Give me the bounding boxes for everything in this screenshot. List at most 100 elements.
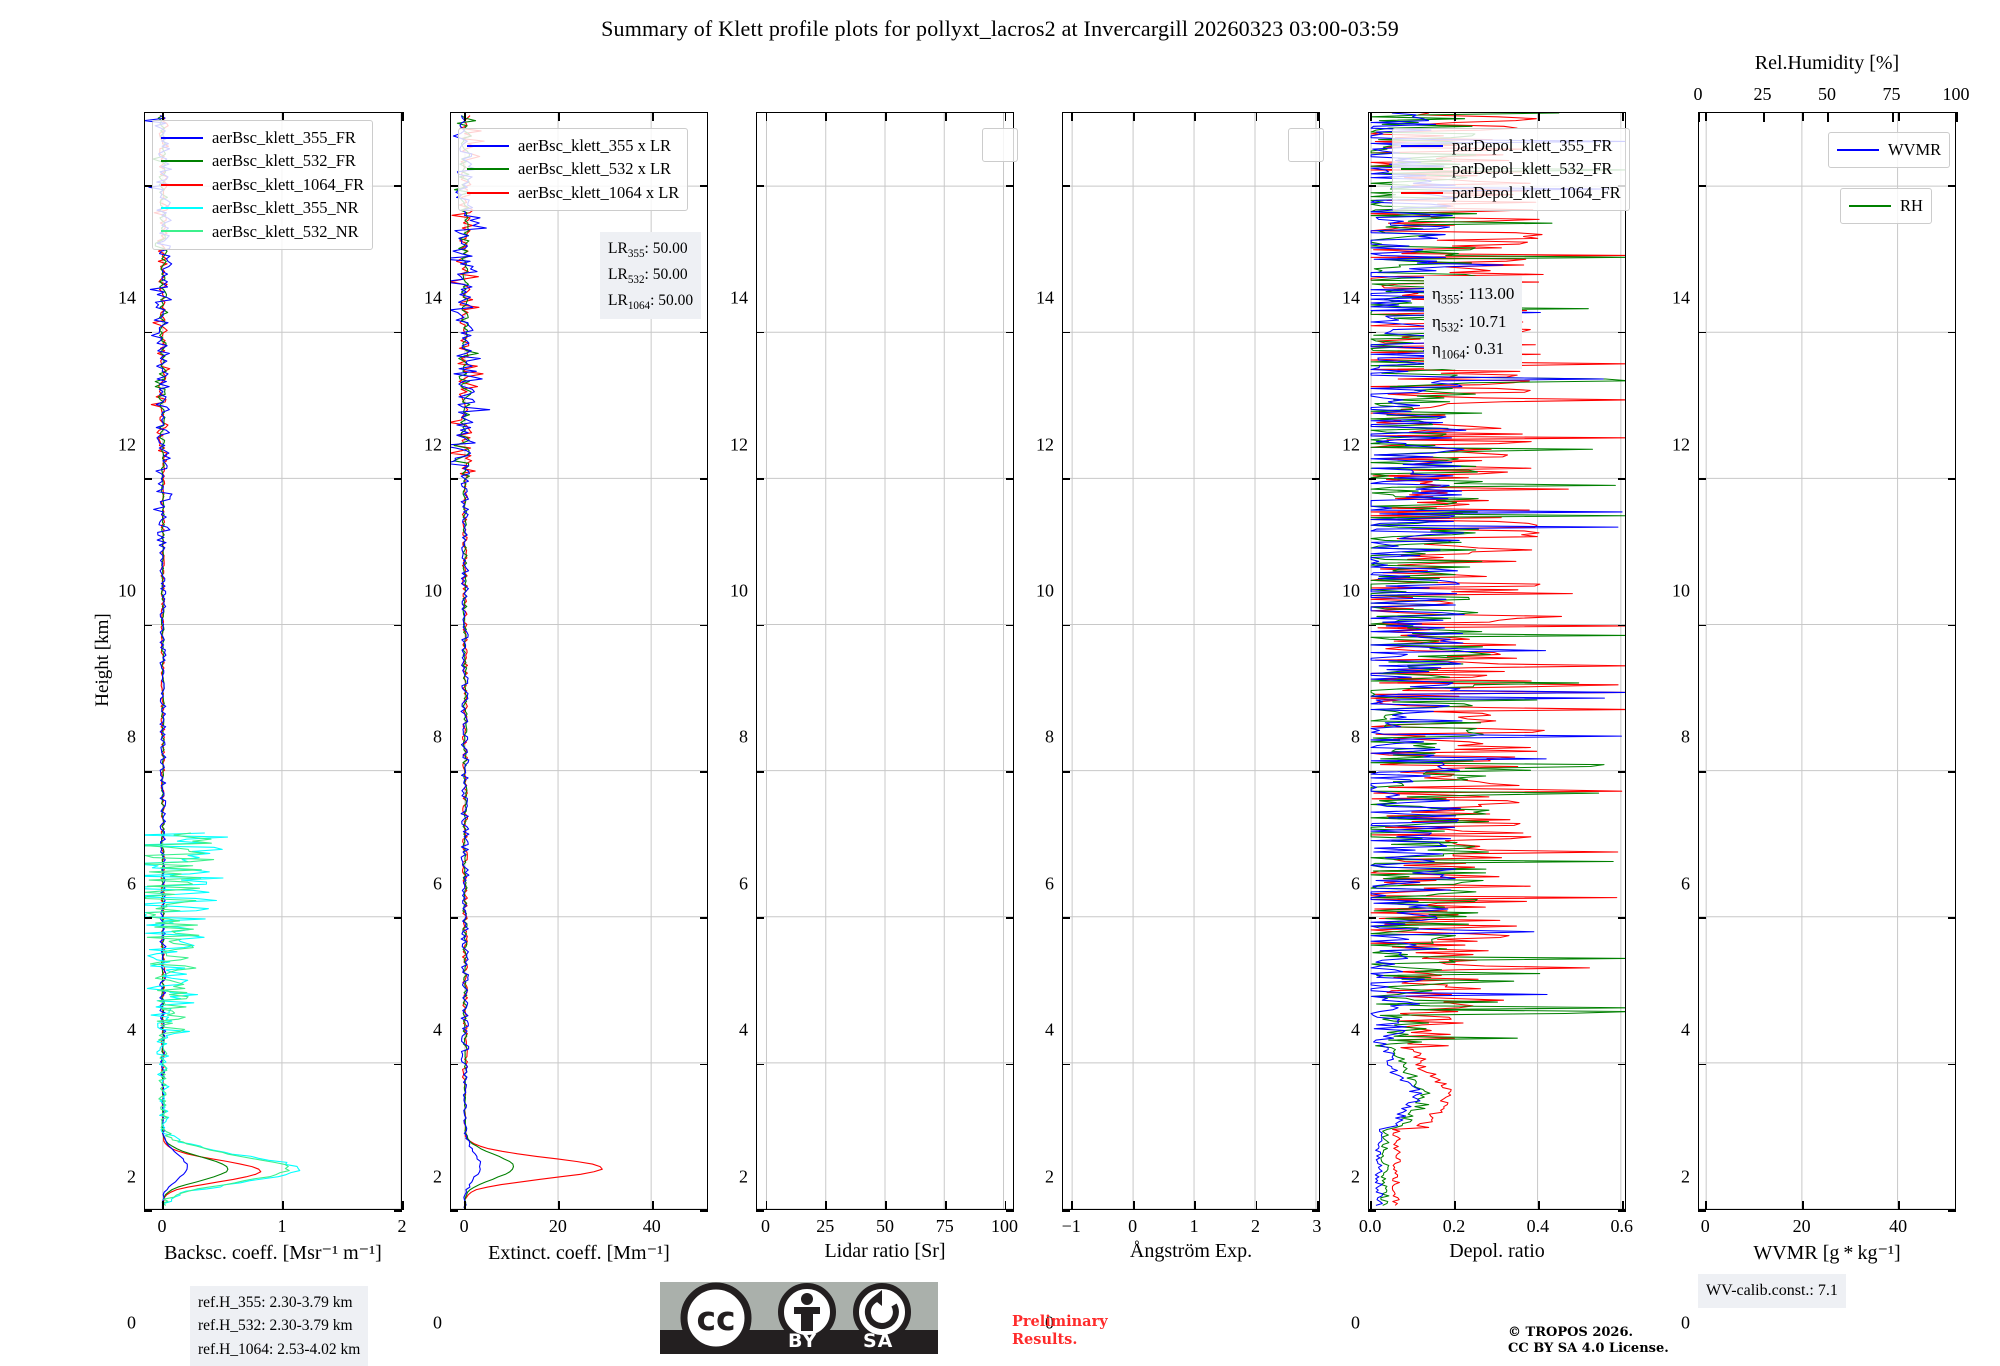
legend-entry[interactable]: RH	[1849, 194, 1923, 217]
x-tick-mark	[1194, 1201, 1196, 1210]
x-tick-label: 3	[1312, 1216, 1322, 1236]
y-tick-mark-right	[394, 331, 402, 334]
x-tick-mark	[1538, 1201, 1540, 1210]
y-tick-mark	[1368, 1210, 1376, 1212]
x-tick-label: 0	[1700, 1216, 1710, 1236]
x-tick-label: 1	[277, 1216, 287, 1236]
y-tick-mark-right	[1618, 1063, 1626, 1066]
y-axis-label: Height [km]	[92, 613, 113, 707]
legend-angstroem-empty[interactable]	[1288, 128, 1324, 162]
x-tick-mark-top	[1317, 112, 1319, 121]
y-tick-mark	[1698, 331, 1706, 334]
y-tick-mark	[1368, 1063, 1376, 1066]
y-tick-mark-right	[700, 478, 708, 480]
legend-lidar-ratio-empty[interactable]	[982, 128, 1018, 162]
y-tick-mark-right	[1948, 1063, 1956, 1066]
x-tick-mark-top	[1801, 112, 1804, 121]
y-tick-label: 8	[739, 726, 748, 747]
legend-label: aerBsc_klett_532 x LR	[518, 159, 672, 179]
legend-entry[interactable]: aerBsc_klett_355 x LR	[467, 134, 679, 157]
y-tick-mark-right	[1312, 1063, 1320, 1066]
y-tick-mark	[756, 478, 764, 480]
x-axis-label-wvmr: WVMR [g * kg⁻¹]	[1753, 1242, 1901, 1264]
legend-entry[interactable]: aerBsc_klett_355_FR	[161, 126, 364, 149]
y-tick-mark	[144, 331, 152, 334]
y-tick-label: 12	[1036, 434, 1054, 455]
y-tick-mark	[450, 1063, 458, 1066]
y-tick-mark	[1698, 1063, 1706, 1066]
x-tick-label: 0.4	[1526, 1216, 1550, 1236]
x-tick-mark-top	[1132, 112, 1135, 121]
x-tick-label: 0.0	[1358, 1216, 1382, 1236]
legend-extinction[interactable]: aerBsc_klett_355 x LR aerBsc_klett_532 x …	[458, 128, 689, 212]
x-tick-mark-top	[1071, 112, 1074, 121]
x-tick-label: 50	[876, 1216, 894, 1236]
legend-entry[interactable]: parDepol_klett_532_FR	[1401, 157, 1621, 180]
top-x-tick-mark	[1827, 112, 1829, 122]
x-tick-mark-top	[1898, 112, 1901, 121]
y-tick-mark	[144, 1210, 152, 1212]
y-tick-mark-right	[1312, 917, 1320, 920]
y-tick-mark-right	[394, 185, 402, 188]
legend-entry[interactable]: parDepol_klett_355_FR	[1401, 134, 1621, 157]
legend-color-swatch	[1401, 144, 1443, 147]
y-tick-mark-right	[700, 917, 708, 920]
x-tick-mark-top	[1705, 112, 1708, 121]
legend-entry[interactable]: WVMR	[1837, 138, 1941, 161]
y-tick-mark	[1062, 1210, 1070, 1212]
y-tick-mark	[1698, 770, 1706, 773]
x-tick-label: 0	[157, 1216, 167, 1236]
y-tick-label: 6	[1351, 873, 1360, 894]
y-tick-mark-right	[700, 1063, 708, 1066]
y-tick-label: 12	[424, 434, 442, 455]
y-tick-mark-right	[1618, 1210, 1626, 1212]
preliminary-line: Preliminary	[1012, 1313, 1108, 1330]
y-tick-label: 10	[1036, 580, 1054, 601]
annotation-line: η1064: 0.31	[1432, 339, 1505, 362]
legend-entry[interactable]: parDepol_klett_1064_FR	[1401, 181, 1621, 204]
y-tick-mark-right	[1006, 478, 1014, 480]
cc-by-label: BY	[788, 1330, 818, 1352]
y-tick-label: 8	[1681, 726, 1690, 747]
x-axis-label-depol: Depol. ratio	[1449, 1240, 1545, 1262]
svg-text:cc: cc	[696, 1299, 735, 1338]
legend-entry[interactable]: aerBsc_klett_532_NR	[161, 220, 364, 243]
legend-entry[interactable]: aerBsc_klett_532_FR	[161, 149, 364, 172]
x-axis-label-backscatter: Backsc. coeff. [Msr⁻¹ m⁻¹]	[164, 1242, 382, 1264]
y-tick-mark-right	[394, 624, 402, 627]
annotation-line: η355: 113.00	[1432, 284, 1515, 307]
y-tick-label: 14	[424, 287, 442, 308]
legend-label: aerBsc_klett_1064 x LR	[518, 182, 680, 202]
x-tick-mark	[1801, 1201, 1804, 1210]
panel-wvmr-rh[interactable]: 0 2 4 6 8 10 12 14	[1672, 112, 1958, 1333]
y-tick-label: 2	[433, 1166, 442, 1187]
legend-entry[interactable]: aerBsc_klett_355_NR	[161, 196, 364, 219]
y-tick-label: 12	[118, 434, 136, 455]
y-tick-label: 12	[1342, 434, 1360, 455]
legend-label: aerBsc_klett_1064_FR	[212, 174, 365, 194]
panel-angstroem[interactable]: 0 2 4 6 8 10 12 14	[1036, 112, 1320, 1333]
x-tick-label: 20	[1792, 1216, 1811, 1236]
y-tick-mark	[1368, 185, 1376, 188]
panel-lidar-ratio[interactable]: 0 2 4 6 8 10 12 14	[730, 112, 1014, 1333]
legend-entry[interactable]: aerBsc_klett_532 x LR	[467, 157, 679, 180]
backscatter-plot-area	[145, 113, 401, 1209]
x-tick-mark-top	[825, 112, 828, 121]
legend-depol[interactable]: parDepol_klett_355_FR parDepol_klett_532_…	[1392, 128, 1630, 212]
y-tick-label: 14	[730, 287, 748, 308]
legend-wvmr[interactable]: WVMR	[1828, 132, 1951, 169]
legend-color-swatch	[1401, 168, 1443, 171]
y-tick-label: 10	[424, 580, 442, 601]
legend-backscatter[interactable]: aerBsc_klett_355_FR aerBsc_klett_532_FR ae…	[152, 120, 374, 251]
y-tick-mark-right	[1618, 624, 1626, 627]
legend-entry[interactable]: aerBsc_klett_1064_FR	[161, 173, 364, 196]
legend-entry[interactable]: aerBsc_klett_1064 x LR	[467, 181, 679, 204]
y-tick-mark-right	[1618, 331, 1626, 334]
y-tick-label: 4	[1351, 1019, 1360, 1040]
legend-rh[interactable]: RH	[1840, 188, 1932, 225]
x-tick-label: 2	[397, 1216, 407, 1236]
panel-backscatter[interactable]: 0 2 4 6 8 10 12 14	[118, 112, 404, 1333]
y-tick-mark-right	[1312, 331, 1320, 334]
y-tick-mark	[144, 1063, 152, 1066]
cc-license-logo[interactable]: cc BY SA	[660, 1282, 938, 1354]
